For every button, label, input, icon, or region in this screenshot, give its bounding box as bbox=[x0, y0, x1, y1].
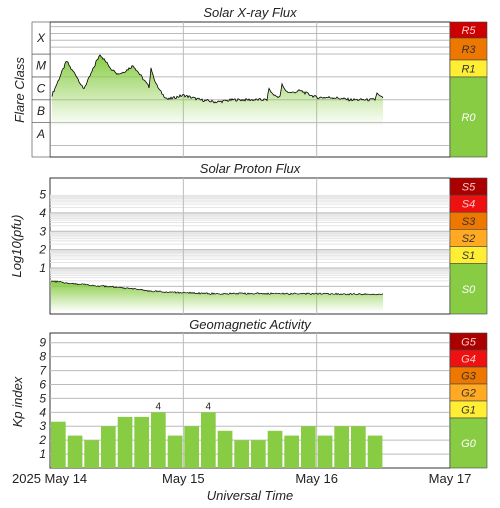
class-label-a: A bbox=[36, 127, 45, 141]
x-axis: 2025 May 14 May 15 May 16 May 17 bbox=[12, 471, 471, 486]
proton-ytick: 3 bbox=[39, 224, 46, 238]
proton-ytick: 1 bbox=[39, 261, 46, 275]
scale-label: S0 bbox=[462, 284, 476, 296]
scale-label: G1 bbox=[461, 405, 476, 417]
scale-box bbox=[449, 76, 488, 158]
kp-bar bbox=[67, 435, 83, 468]
scale-label: S3 bbox=[462, 216, 476, 228]
scale-label: R0 bbox=[461, 112, 476, 124]
proton-ytick: 4 bbox=[39, 206, 46, 220]
kp-ytick: 9 bbox=[39, 336, 46, 350]
kp-ytick: 6 bbox=[39, 377, 46, 391]
scale-label: G3 bbox=[461, 371, 477, 383]
kp-bar bbox=[117, 416, 133, 468]
x-axis-label: Universal Time bbox=[207, 488, 294, 503]
kp-bar bbox=[267, 430, 283, 468]
proton-gridlines: 1 2 3 4 5 bbox=[38, 178, 450, 314]
kp-bar bbox=[234, 440, 249, 468]
xray-flux-fill bbox=[52, 55, 383, 127]
scale-label: S1 bbox=[462, 250, 475, 262]
kp-bar bbox=[317, 435, 333, 468]
kp-geomagnetic-scale: G5 G4 G3 G2 G1 G0 bbox=[449, 332, 488, 469]
kp-bar bbox=[151, 412, 166, 468]
scale-box bbox=[449, 263, 488, 315]
kp-bar bbox=[334, 426, 349, 468]
kp-bar-label: 4 bbox=[156, 401, 162, 412]
kp-bar-label: 4 bbox=[206, 401, 212, 412]
scale-label: S2 bbox=[462, 233, 475, 245]
class-label-m: M bbox=[36, 58, 46, 72]
kp-bar bbox=[51, 421, 66, 468]
kp-bar bbox=[351, 426, 366, 468]
scale-label: R3 bbox=[461, 44, 476, 56]
proton-ylabel: Log10(pfu) bbox=[9, 215, 24, 278]
scale-label: G2 bbox=[461, 388, 476, 400]
proton-ytick: 2 bbox=[38, 243, 46, 257]
xray-flux-line bbox=[51, 54, 384, 104]
scale-label: S5 bbox=[462, 182, 476, 194]
kp-ylabel: Kp index bbox=[10, 376, 25, 427]
kp-bar bbox=[367, 435, 383, 468]
scale-label: R5 bbox=[461, 25, 476, 37]
kp-bar bbox=[251, 440, 266, 468]
kp-bar bbox=[134, 416, 149, 468]
kp-ytick: 8 bbox=[39, 350, 46, 364]
kp-bar bbox=[184, 426, 199, 468]
x-tick-label: May 17 bbox=[429, 471, 472, 486]
kp-ytick: 2 bbox=[38, 433, 46, 447]
proton-radiation-scale: S5 S4 S3 S2 S1 S0 bbox=[449, 177, 488, 315]
class-box bbox=[31, 21, 51, 55]
xray-ylabel: Flare Class bbox=[12, 57, 27, 123]
kp-ytick: 7 bbox=[39, 364, 47, 378]
kp-ytick: 1 bbox=[39, 447, 46, 461]
kp-plot-area bbox=[49, 332, 451, 469]
scale-label: G5 bbox=[461, 337, 477, 349]
x-tick-label: May 15 bbox=[162, 471, 205, 486]
class-label-x: X bbox=[36, 31, 46, 45]
kp-ytick: 5 bbox=[39, 391, 46, 405]
scale-box bbox=[449, 417, 488, 469]
kp-title: Geomagnetic Activity bbox=[189, 317, 312, 332]
scale-label: S4 bbox=[462, 199, 475, 211]
xray-radio-scale: R5 R3 R1 R0 bbox=[449, 21, 488, 158]
kp-bar bbox=[101, 426, 116, 468]
proton-flux-line bbox=[50, 280, 384, 296]
x-tick-label: 2025 May 14 bbox=[12, 471, 87, 486]
kp-ytick: 3 bbox=[39, 419, 46, 433]
scale-label: G4 bbox=[461, 354, 476, 366]
scale-label: R1 bbox=[461, 64, 475, 76]
kp-bar bbox=[167, 435, 183, 468]
kp-ytick: 4 bbox=[39, 405, 46, 419]
scale-label: G0 bbox=[461, 438, 477, 450]
proton-ytick: 5 bbox=[39, 188, 46, 202]
kp-bar bbox=[201, 412, 216, 468]
xray-title: Solar X-ray Flux bbox=[203, 5, 297, 20]
kp-bar bbox=[284, 435, 299, 468]
class-label-c: C bbox=[37, 81, 46, 95]
kp-bar bbox=[217, 430, 233, 468]
kp-bar bbox=[84, 440, 99, 468]
proton-title: Solar Proton Flux bbox=[200, 161, 301, 176]
class-label-b: B bbox=[37, 104, 45, 118]
kp-bar bbox=[301, 426, 316, 468]
proton-ylabel-text: Log10(pfu) bbox=[9, 215, 24, 278]
x-tick-label: May 16 bbox=[295, 471, 338, 486]
